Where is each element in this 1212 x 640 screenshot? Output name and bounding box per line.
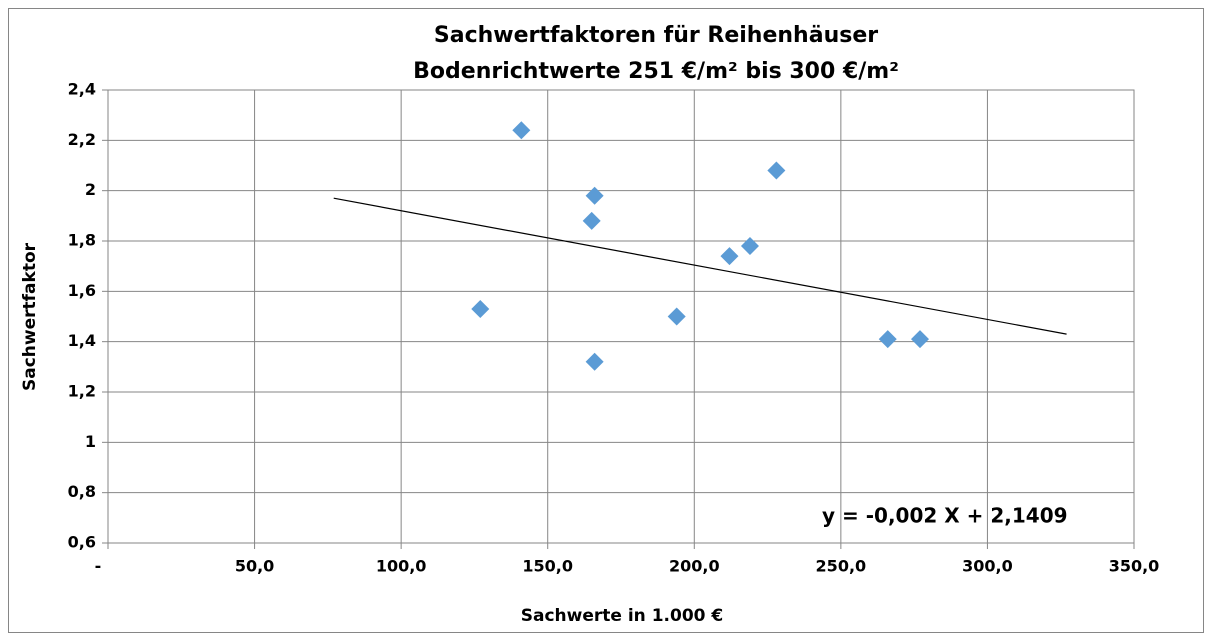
x-tick-label: - xyxy=(95,557,102,576)
x-tick-label: 50,0 xyxy=(235,557,274,576)
data-point xyxy=(585,186,604,205)
x-tick-label: 200,0 xyxy=(669,557,720,576)
x-tick-label: 150,0 xyxy=(522,557,573,576)
chart-title: Sachwertfaktoren für Reihenhäuser xyxy=(434,23,878,48)
x-tick-label: 350,0 xyxy=(1109,557,1160,576)
y-tick-label: 1,4 xyxy=(68,331,96,350)
x-axis-label: Sachwerte in 1.000 € xyxy=(521,606,723,626)
trendline-equation: y = -0,002 X + 2,1409 xyxy=(822,504,1068,528)
data-point xyxy=(582,211,601,230)
y-tick-label: 2,2 xyxy=(68,130,96,149)
y-axis-label: Sachwertfaktor xyxy=(20,242,40,391)
plot-area xyxy=(107,89,1135,544)
data-point xyxy=(512,121,531,140)
x-tick-label: 250,0 xyxy=(816,557,867,576)
y-tick-label: 1,2 xyxy=(68,382,96,401)
data-point xyxy=(911,330,930,349)
data-point xyxy=(720,247,739,266)
data-point xyxy=(740,237,759,256)
x-tick-label: 300,0 xyxy=(962,557,1013,576)
y-tick-label: 2,4 xyxy=(68,80,96,99)
y-tick-label: 1,8 xyxy=(68,231,96,250)
y-tick-label: 0,8 xyxy=(68,482,96,501)
x-tick-label: 100,0 xyxy=(376,557,427,576)
data-point xyxy=(471,299,490,318)
chart-border xyxy=(8,8,1204,633)
chart-subtitle: Bodenrichtwerte 251 €/m² bis 300 €/m² xyxy=(413,59,899,84)
trendline xyxy=(333,197,1067,335)
data-point xyxy=(585,352,604,371)
y-tick-label: 0,6 xyxy=(68,533,96,552)
data-point xyxy=(878,330,897,349)
y-tick-label: 1,6 xyxy=(68,281,96,300)
data-point xyxy=(767,161,786,180)
y-tick-label: 2 xyxy=(85,180,96,199)
data-point xyxy=(667,307,686,326)
y-tick-label: 1 xyxy=(85,432,96,451)
